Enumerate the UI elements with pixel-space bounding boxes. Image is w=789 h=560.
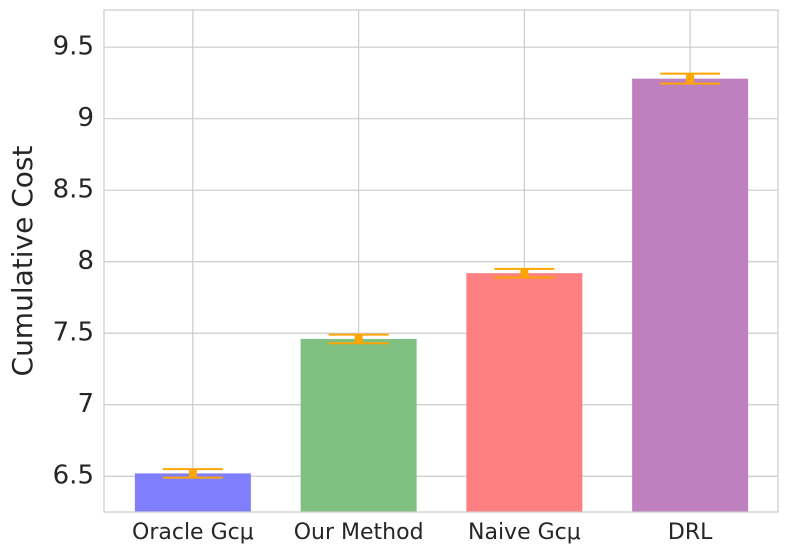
y-tick-label: 9.5 bbox=[53, 32, 94, 62]
y-axis-label: Cumulative Cost bbox=[6, 146, 39, 377]
x-tick-label: Naive Gcμ bbox=[468, 520, 581, 545]
y-tick-label: 6.5 bbox=[53, 461, 94, 491]
y-tick-label: 8.5 bbox=[53, 175, 94, 205]
error-center bbox=[520, 269, 529, 278]
x-tick-label: Oracle Gcμ bbox=[132, 520, 254, 545]
bar bbox=[300, 338, 417, 512]
y-tick-label: 7 bbox=[77, 389, 94, 419]
plot-frame bbox=[103, 9, 779, 513]
bar bbox=[632, 78, 749, 513]
error-center bbox=[188, 469, 197, 478]
bar bbox=[466, 273, 583, 512]
error-center bbox=[686, 74, 695, 83]
x-tick-label: DRL bbox=[668, 520, 713, 545]
x-tick-label: Our Method bbox=[294, 520, 424, 545]
bar bbox=[134, 473, 251, 512]
y-tick-label: 7.5 bbox=[53, 318, 94, 348]
y-tick-label: 8 bbox=[77, 246, 94, 276]
error-center bbox=[354, 334, 363, 343]
y-tick-label: 9 bbox=[77, 103, 94, 133]
